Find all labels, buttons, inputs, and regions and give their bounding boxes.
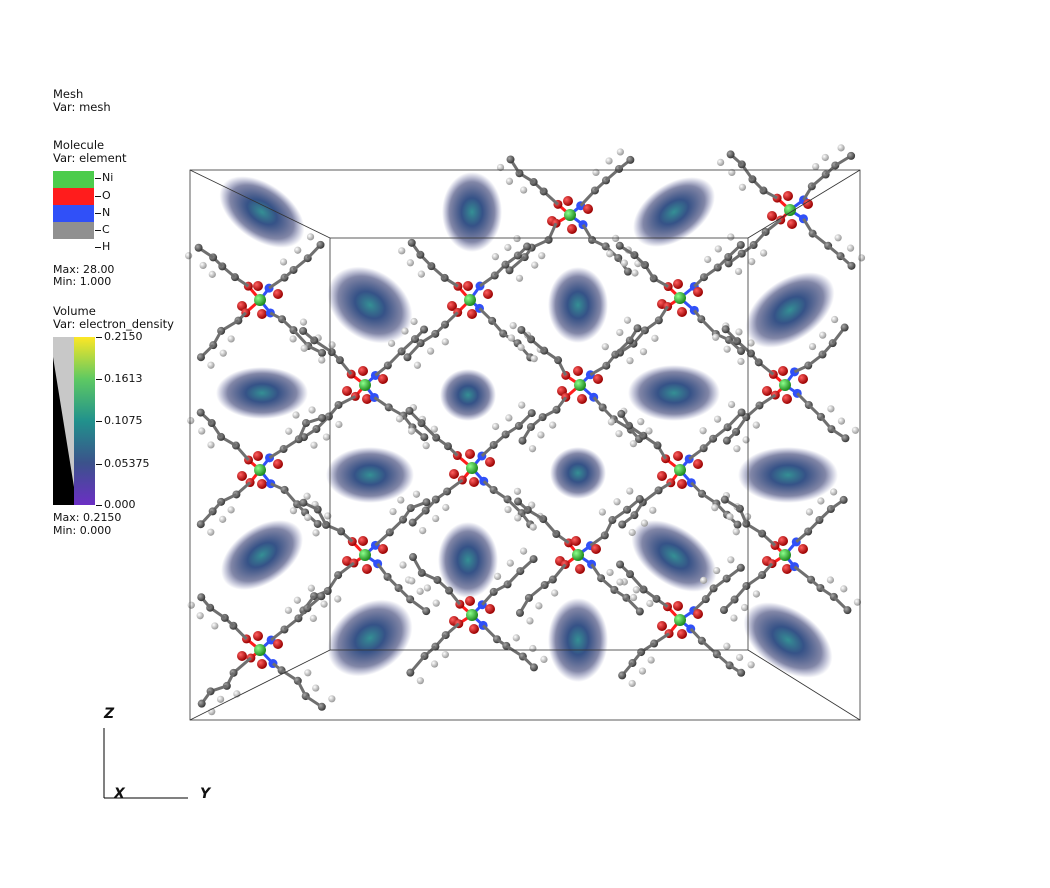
molecule-legend-max: Max: 28.00	[53, 263, 115, 276]
o-label: O	[95, 189, 111, 202]
ni-label: Ni	[95, 171, 113, 184]
volume-tick-max: 0.2150	[96, 330, 143, 343]
molecule-legend-var: Var: element	[53, 151, 127, 165]
volume-legend-min: Min: 0.000	[53, 524, 112, 537]
x-axis-label: X	[114, 786, 125, 802]
volume-tick-2: 0.1613	[96, 372, 143, 385]
axis-triad	[103, 728, 188, 799]
mesh-legend-title: Mesh	[53, 87, 84, 101]
volume-legend-max: Max: 0.2150	[53, 511, 122, 524]
volume-color-bar	[53, 337, 95, 505]
y-axis-label: Y	[200, 786, 211, 802]
n-color-swatch	[53, 205, 94, 222]
volume-tick-4: 0.05375	[96, 457, 150, 470]
molecule-legend-min: Min: 1.000	[53, 275, 112, 288]
ni-color-swatch	[53, 171, 94, 188]
c-label: C	[95, 223, 110, 236]
volume-tick-3: 0.1075	[96, 414, 143, 427]
z-axis-label: Z	[104, 706, 115, 722]
molecule-legend-title: Molecule	[53, 138, 105, 152]
volume-legend-var: Var: electron_density	[53, 317, 174, 331]
volume-legend-title: Volume	[53, 304, 96, 318]
h-label: H	[95, 240, 110, 253]
volume-tick-min: 0.000	[96, 498, 136, 511]
mesh-legend-var: Var: mesh	[53, 100, 111, 114]
c-color-swatch	[53, 222, 94, 239]
molecule-structure	[185, 144, 866, 716]
mesh-box	[189, 169, 861, 721]
n-label: N	[95, 206, 110, 219]
h-color-swatch	[53, 239, 94, 256]
electron-density-volume	[216, 172, 838, 682]
o-color-swatch	[53, 188, 94, 205]
